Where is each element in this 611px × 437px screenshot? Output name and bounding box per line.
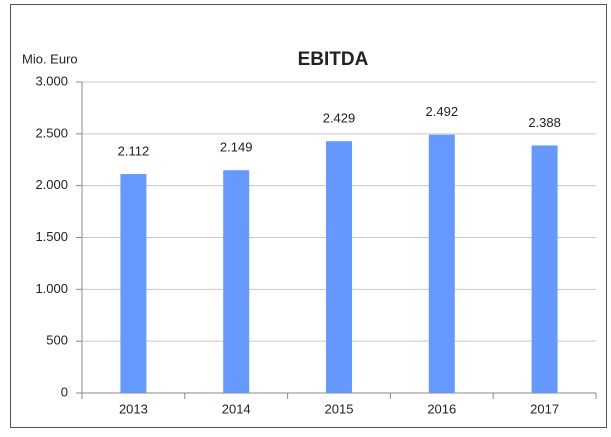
x-tick-label: 2016 [427, 401, 456, 416]
y-tick-label: 1.000 [35, 281, 68, 296]
y-tick-label: 3.000 [35, 73, 68, 88]
x-tick-label: 2015 [325, 401, 354, 416]
y-axis-label: Mio. Euro [22, 51, 78, 66]
y-tick-label: 2.500 [35, 125, 68, 140]
y-tick-label: 500 [46, 333, 68, 348]
value-label: 2.429 [323, 111, 356, 126]
value-label: 2.388 [528, 115, 561, 130]
x-tick-label: 2017 [530, 401, 559, 416]
bar [326, 141, 352, 393]
bar [120, 174, 147, 393]
y-tick-label: 1.500 [35, 229, 68, 244]
bar [531, 145, 558, 393]
y-tick-label: 0 [61, 384, 68, 399]
value-label: 2.492 [426, 104, 459, 119]
value-label: 2.112 [118, 143, 150, 158]
y-tick-label: 2.000 [35, 177, 68, 192]
x-tick-label: 2014 [222, 401, 251, 416]
bar [223, 170, 250, 393]
x-tick-label: 2013 [119, 401, 148, 416]
chart-title: EBITDA [298, 49, 369, 70]
value-label: 2.149 [220, 140, 253, 155]
chart-frame [10, 4, 607, 428]
bar [428, 134, 455, 394]
